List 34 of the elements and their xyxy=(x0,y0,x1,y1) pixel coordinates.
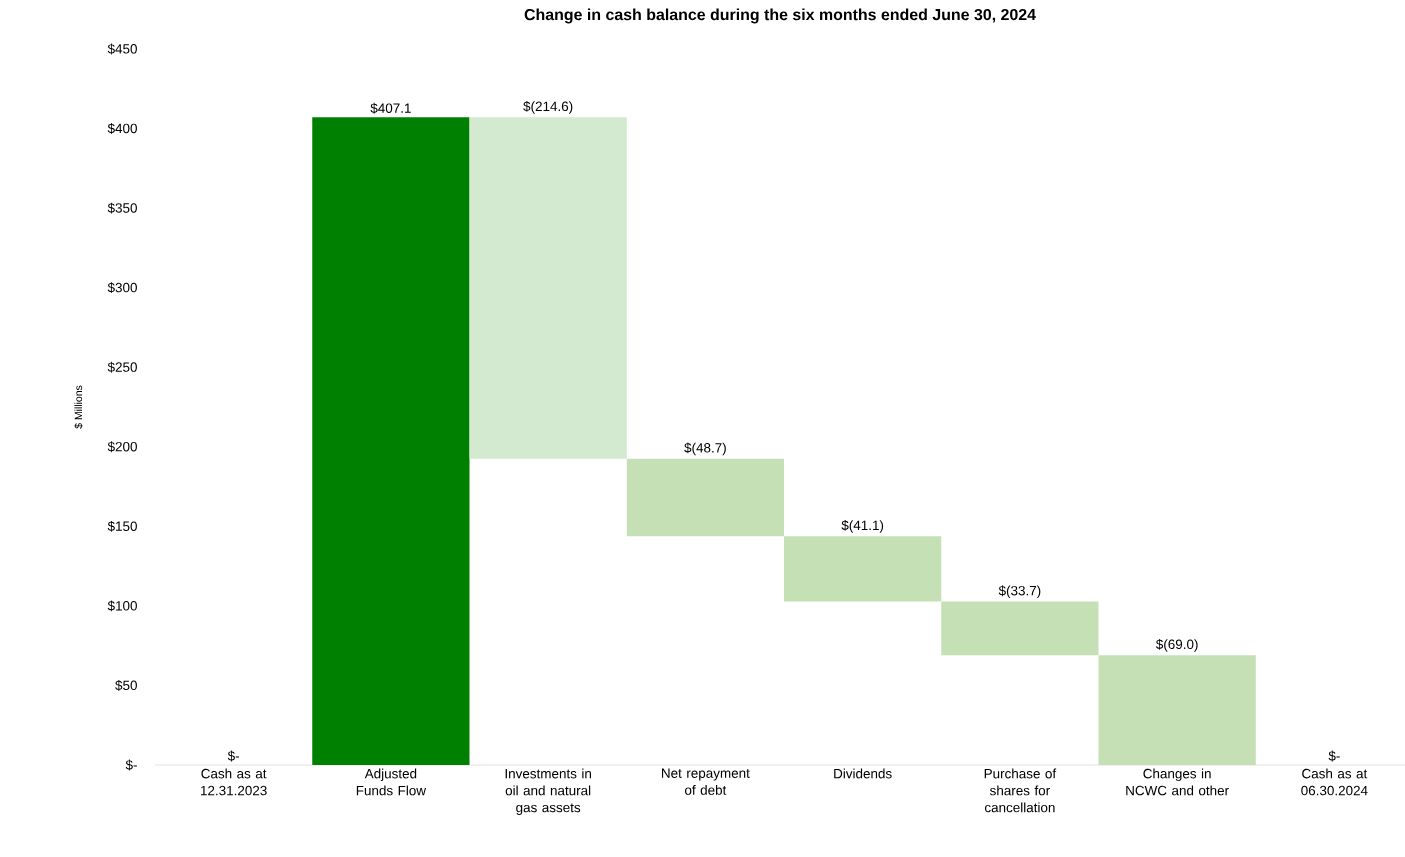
y-tick-label: $- xyxy=(125,759,137,771)
y-tick-label: $50 xyxy=(115,680,137,691)
y-tick-label: $150 xyxy=(107,520,137,532)
bar xyxy=(626,458,785,537)
data-label: $- xyxy=(227,750,239,762)
data-label: $(69.0) xyxy=(1155,638,1198,652)
data-label: $407.1 xyxy=(370,102,411,114)
bar xyxy=(312,117,470,765)
y-tick-label: $450 xyxy=(107,43,137,55)
y-tick-label: $250 xyxy=(107,361,137,373)
x-tick-label: Investments in oil and natural gas assets xyxy=(505,768,591,815)
x-tick-label: Dividends xyxy=(834,768,892,779)
x-tick-label: Adjusted Funds Flow xyxy=(356,768,427,796)
x-tick-label: Net repayment of debt xyxy=(662,768,750,795)
bar xyxy=(941,601,1099,656)
y-tick-label: $300 xyxy=(107,282,137,294)
data-label: $- xyxy=(1328,750,1340,762)
data-label: $(41.1) xyxy=(841,519,884,533)
data-label: $(214.6) xyxy=(523,100,573,114)
y-tick-label: $100 xyxy=(107,600,137,612)
data-label: $(48.7) xyxy=(684,442,726,456)
bar xyxy=(469,117,627,459)
y-tick-label: $400 xyxy=(107,123,137,134)
bar xyxy=(784,536,942,602)
y-tick-label: $200 xyxy=(107,441,137,453)
data-label: $(33.7) xyxy=(998,585,1041,599)
x-tick-label: Purchase of shares for cancellation xyxy=(984,768,1057,813)
chart-title: Change in cash balance during the six months ended June 30, 2024 xyxy=(524,8,1036,24)
x-tick-label: Cash as at 06.30.2024 xyxy=(1301,768,1368,796)
y-tick-label: $350 xyxy=(107,202,137,214)
bar xyxy=(1098,655,1256,765)
x-tick-label: Cash as at 12.31.2023 xyxy=(201,768,267,796)
y-axis-title: $ Millions xyxy=(74,385,83,429)
x-tick-label: Changes in NCWC and other xyxy=(1126,768,1229,796)
